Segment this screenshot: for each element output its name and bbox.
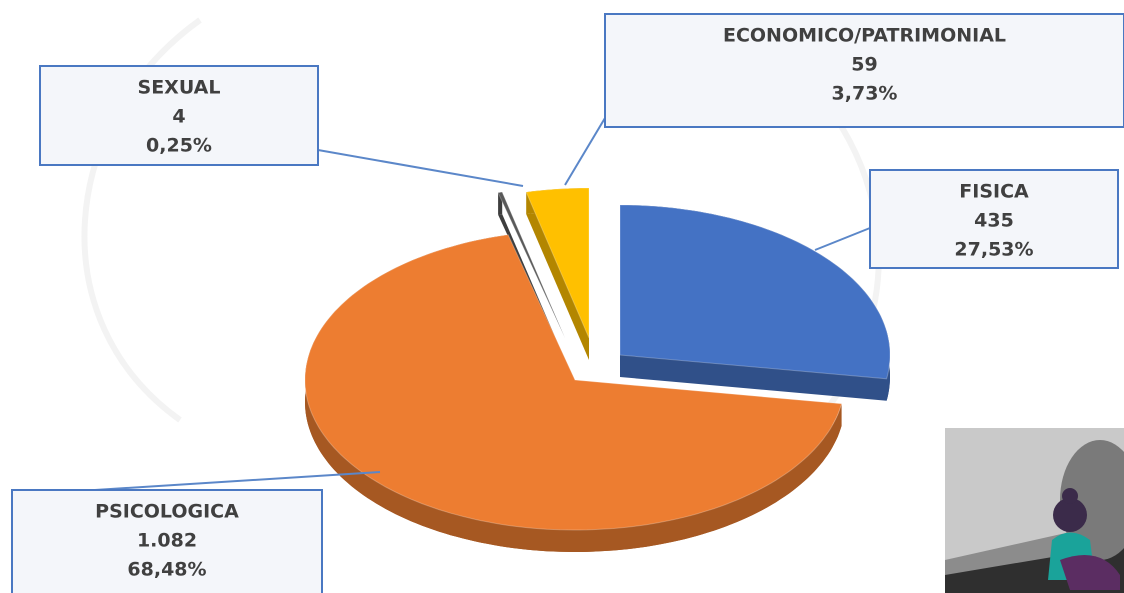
callout-box	[11, 489, 323, 593]
leader-line	[564, 117, 606, 186]
pie	[304, 187, 891, 552]
value-label: 4	[172, 106, 185, 128]
percent-label: 27,53%	[954, 239, 1033, 261]
value-label: 59	[851, 54, 877, 76]
slice	[497, 191, 566, 339]
value-label: 435	[974, 210, 1014, 232]
callouts: FISICA 435 27,53% PSICOLOGICA 1.082 68,48% SEX…	[11, 13, 1124, 593]
percent-label: 0,25%	[146, 135, 212, 157]
category-label: FISICA	[959, 181, 1029, 203]
percent-label: 3,73%	[832, 83, 898, 105]
category-label: SEXUAL	[138, 77, 221, 99]
callout-box	[869, 169, 1119, 269]
slice	[304, 234, 843, 531]
leader-line	[814, 227, 871, 251]
callout-box	[604, 13, 1124, 128]
callout-box	[39, 65, 319, 166]
leader-line	[317, 149, 524, 187]
leader-line	[94, 471, 381, 491]
slice	[525, 187, 590, 339]
value-label: 1.082	[137, 530, 197, 552]
category-label: PSICOLOGICA	[95, 501, 239, 523]
slice	[619, 204, 891, 380]
category-label: ECONOMICO/PATRIMONIAL	[723, 25, 1006, 47]
percent-label: 68,48%	[127, 559, 206, 581]
photo	[945, 428, 1124, 593]
